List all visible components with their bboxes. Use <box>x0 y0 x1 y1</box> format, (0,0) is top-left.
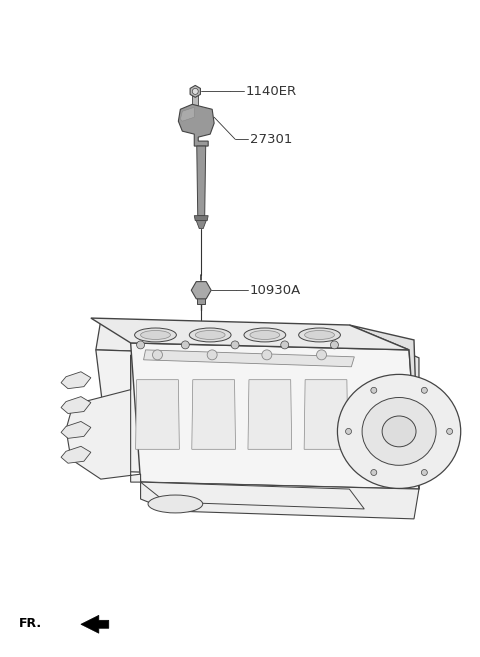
Circle shape <box>371 388 377 394</box>
Polygon shape <box>91 318 409 350</box>
Text: FR.: FR. <box>19 617 42 630</box>
Polygon shape <box>197 146 206 215</box>
Ellipse shape <box>337 374 461 488</box>
Ellipse shape <box>244 328 286 342</box>
Polygon shape <box>248 380 292 449</box>
Ellipse shape <box>189 328 231 342</box>
Polygon shape <box>192 95 198 105</box>
Circle shape <box>421 470 427 476</box>
Circle shape <box>153 350 162 360</box>
Polygon shape <box>61 421 91 438</box>
Circle shape <box>281 341 288 349</box>
Ellipse shape <box>382 416 416 447</box>
Ellipse shape <box>195 330 225 340</box>
Polygon shape <box>61 372 91 389</box>
Circle shape <box>262 350 272 360</box>
Polygon shape <box>197 290 205 304</box>
Polygon shape <box>349 325 419 489</box>
Polygon shape <box>136 380 180 449</box>
Circle shape <box>330 341 338 349</box>
Polygon shape <box>81 616 109 633</box>
Polygon shape <box>192 380 236 449</box>
Polygon shape <box>144 350 354 367</box>
Polygon shape <box>179 104 214 146</box>
Circle shape <box>231 341 239 349</box>
Circle shape <box>446 428 453 434</box>
Circle shape <box>421 388 427 394</box>
Ellipse shape <box>134 328 176 342</box>
Ellipse shape <box>305 330 335 340</box>
Circle shape <box>137 341 144 349</box>
Polygon shape <box>96 350 364 479</box>
Ellipse shape <box>148 495 203 513</box>
Text: 1140ER: 1140ER <box>246 85 297 98</box>
Circle shape <box>316 350 326 360</box>
Polygon shape <box>61 446 91 463</box>
Polygon shape <box>304 380 348 449</box>
Ellipse shape <box>141 330 170 340</box>
Polygon shape <box>61 397 91 413</box>
Circle shape <box>207 350 217 360</box>
Polygon shape <box>141 482 364 509</box>
Text: 27301: 27301 <box>250 133 292 146</box>
Polygon shape <box>141 482 419 519</box>
Ellipse shape <box>299 328 340 342</box>
Polygon shape <box>66 355 141 482</box>
Polygon shape <box>349 328 419 489</box>
Ellipse shape <box>250 330 280 340</box>
Polygon shape <box>196 221 206 229</box>
Polygon shape <box>180 107 194 121</box>
Polygon shape <box>96 320 349 358</box>
Circle shape <box>371 470 377 476</box>
Polygon shape <box>131 343 419 489</box>
Circle shape <box>192 89 198 95</box>
Polygon shape <box>194 215 208 221</box>
Circle shape <box>346 428 351 434</box>
Polygon shape <box>192 282 211 299</box>
Polygon shape <box>190 85 201 97</box>
Circle shape <box>181 341 189 349</box>
Ellipse shape <box>362 397 436 465</box>
Text: 10930A: 10930A <box>250 284 301 297</box>
